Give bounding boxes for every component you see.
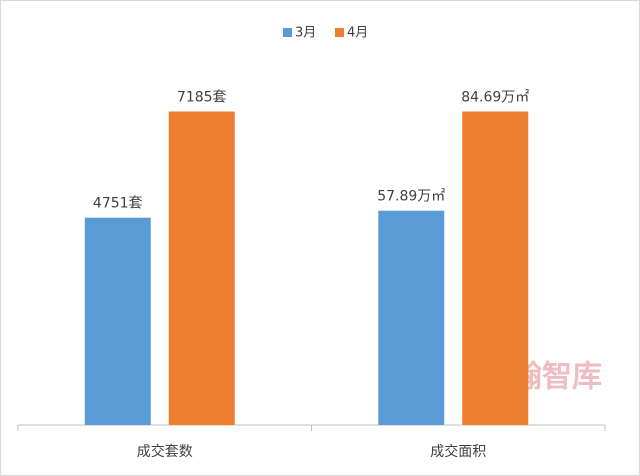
- legend-label: 3月: [295, 26, 316, 41]
- x-tick-label: 成交套数: [137, 443, 193, 460]
- bar: [168, 111, 235, 425]
- legend-swatch: [283, 28, 292, 37]
- legend-label: 4月: [347, 26, 368, 41]
- bar: [378, 210, 445, 425]
- data-label: 7185套: [177, 90, 227, 106]
- data-label: 84.69万㎡: [461, 90, 529, 106]
- x-tick-label: 成交面积: [430, 443, 486, 460]
- bar: [84, 217, 151, 425]
- bar: [462, 111, 529, 425]
- data-label: 4751套: [93, 196, 143, 212]
- legend-swatch: [335, 28, 344, 37]
- data-label: 57.89万㎡: [377, 189, 445, 205]
